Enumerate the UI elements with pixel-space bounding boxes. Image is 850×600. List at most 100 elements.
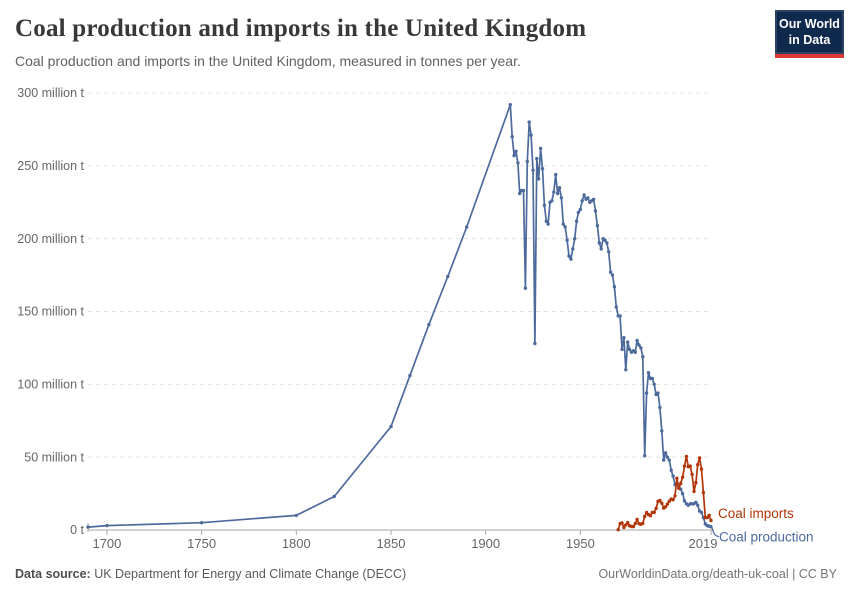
data-point[interactable] [618, 314, 622, 318]
data-point[interactable] [542, 203, 547, 207]
data-point[interactable] [603, 238, 607, 242]
data-point[interactable] [582, 193, 586, 197]
data-point[interactable] [525, 159, 529, 164]
data-point[interactable] [86, 525, 90, 529]
data-point[interactable] [643, 514, 647, 519]
data-point[interactable] [527, 120, 531, 124]
series-line-coal-imports[interactable] [617, 455, 712, 531]
data-point[interactable] [523, 286, 528, 290]
data-point[interactable] [675, 476, 679, 480]
data-point[interactable] [389, 424, 393, 429]
data-point[interactable] [573, 237, 577, 241]
data-point[interactable] [599, 247, 603, 251]
data-point[interactable] [612, 285, 617, 289]
data-point[interactable] [555, 191, 560, 196]
data-point[interactable] [508, 103, 512, 107]
data-point[interactable] [514, 149, 518, 153]
data-point[interactable] [663, 505, 668, 509]
data-point[interactable] [671, 498, 675, 502]
data-point[interactable] [561, 222, 565, 226]
data-point[interactable] [682, 464, 687, 468]
data-point[interactable] [667, 458, 671, 462]
data-point[interactable] [199, 521, 204, 525]
data-point[interactable] [658, 405, 662, 410]
credit-link[interactable]: OurWorldinData.org/death-uk-coal | CC BY [598, 567, 837, 581]
data-point[interactable] [465, 225, 469, 229]
data-point[interactable] [660, 429, 664, 433]
data-point[interactable] [531, 168, 535, 172]
data-point[interactable] [540, 167, 545, 171]
data-point[interactable] [709, 525, 713, 529]
data-point[interactable] [332, 494, 336, 499]
data-point[interactable] [633, 521, 637, 526]
data-point[interactable] [408, 373, 412, 378]
data-point[interactable] [427, 322, 431, 327]
data-point[interactable] [294, 513, 298, 518]
data-point[interactable] [586, 196, 590, 200]
data-point[interactable] [641, 521, 645, 526]
data-point[interactable] [699, 467, 704, 471]
data-point[interactable] [105, 523, 109, 528]
data-point[interactable] [576, 210, 581, 215]
data-point[interactable] [544, 219, 548, 223]
data-point[interactable] [569, 257, 573, 261]
data-point[interactable] [593, 209, 598, 213]
data-point[interactable] [656, 391, 660, 395]
data-point[interactable] [446, 274, 450, 279]
data-point[interactable] [662, 458, 666, 462]
data-point[interactable] [516, 161, 520, 165]
data-point[interactable] [694, 481, 698, 485]
data-point[interactable] [622, 525, 626, 530]
data-point[interactable] [705, 515, 709, 520]
data-point[interactable] [707, 513, 711, 517]
data-point[interactable] [658, 498, 662, 503]
data-point[interactable] [557, 186, 562, 190]
data-point[interactable] [635, 338, 639, 343]
data-point[interactable] [535, 156, 539, 161]
data-point[interactable] [627, 347, 632, 352]
data-point[interactable] [652, 382, 656, 386]
data-point[interactable] [538, 146, 543, 151]
data-point[interactable] [633, 350, 637, 354]
data-point[interactable] [614, 305, 618, 309]
data-point[interactable] [646, 371, 651, 375]
data-point[interactable] [537, 177, 541, 181]
data-point[interactable] [663, 451, 668, 455]
data-point[interactable] [597, 241, 601, 245]
data-point[interactable] [607, 250, 611, 254]
data-point[interactable] [690, 472, 694, 477]
data-point[interactable] [637, 343, 641, 347]
data-point[interactable] [610, 273, 615, 277]
data-point[interactable] [620, 347, 624, 352]
data-point[interactable] [648, 514, 653, 518]
data-point[interactable] [608, 270, 613, 274]
data-point[interactable] [626, 340, 630, 344]
data-point[interactable] [679, 481, 683, 486]
data-point[interactable] [665, 455, 670, 459]
data-point[interactable] [635, 517, 639, 522]
data-point[interactable] [660, 501, 664, 505]
data-point[interactable] [692, 489, 696, 494]
data-point[interactable] [605, 241, 609, 245]
data-point[interactable] [677, 486, 681, 490]
data-point[interactable] [546, 222, 550, 226]
data-point[interactable] [510, 135, 514, 139]
data-point[interactable] [639, 346, 643, 350]
data-point[interactable] [580, 199, 584, 203]
data-point[interactable] [571, 247, 575, 251]
data-point[interactable] [529, 133, 533, 137]
data-point[interactable] [669, 468, 673, 472]
data-point[interactable] [665, 502, 670, 506]
data-point[interactable] [709, 518, 713, 523]
data-point[interactable] [620, 521, 624, 525]
data-point[interactable] [552, 190, 556, 194]
data-point[interactable] [696, 503, 700, 507]
data-point[interactable] [512, 153, 516, 158]
data-point[interactable] [682, 499, 687, 503]
data-point[interactable] [591, 197, 596, 201]
data-point[interactable] [671, 474, 675, 478]
data-point[interactable] [688, 464, 692, 468]
data-point[interactable] [650, 376, 654, 381]
data-point[interactable] [616, 528, 620, 532]
data-point[interactable] [518, 191, 522, 196]
